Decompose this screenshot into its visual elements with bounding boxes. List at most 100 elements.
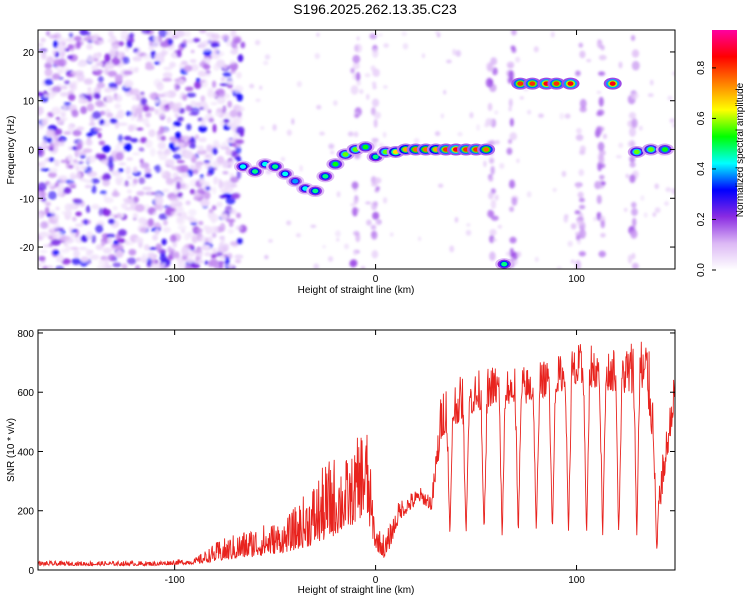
noise-speckle <box>114 175 125 183</box>
noise-speckle <box>124 200 135 205</box>
noise-speckle <box>63 187 72 194</box>
noise-speckle <box>142 117 150 126</box>
noise-speckle <box>593 216 597 222</box>
noise-speckle <box>494 140 500 145</box>
noise-speckle <box>132 178 138 185</box>
noise-speckle <box>75 211 82 217</box>
noise-speckle <box>163 219 168 226</box>
streak-blob <box>371 201 378 211</box>
streak-blob <box>352 54 361 64</box>
noise-speckle <box>151 265 160 269</box>
noise-speckle <box>174 82 181 92</box>
noise-speckle <box>39 231 49 238</box>
noise-speckle <box>193 81 203 90</box>
noise-speckle <box>199 199 210 207</box>
noise-speckle <box>226 263 234 268</box>
noise-speckle <box>632 94 636 100</box>
ridge-point <box>272 164 279 169</box>
ridge-point <box>609 81 616 86</box>
noise-speckle <box>235 139 245 145</box>
noise-speckle <box>94 40 99 45</box>
noise-speckle <box>157 141 167 150</box>
noise-speckle <box>61 258 71 265</box>
noise-speckle <box>54 181 60 188</box>
x-tick-label: 100 <box>568 575 585 586</box>
noise-speckle <box>327 256 334 262</box>
noise-speckle <box>638 125 643 131</box>
noise-speckle <box>382 131 387 138</box>
noise-speckle <box>55 206 60 211</box>
noise-speckle <box>107 237 113 245</box>
noise-speckle <box>69 174 78 180</box>
y-tick-label: 400 <box>17 447 34 458</box>
noise-speckle <box>171 200 177 205</box>
colorbar-ticks: 0.0 0.2 0.4 0.6 0.8 <box>696 61 716 277</box>
noise-speckle <box>117 168 124 173</box>
noise-speckle <box>102 247 112 254</box>
noise-speckle <box>212 48 220 55</box>
noise-speckle <box>556 265 562 269</box>
noise-speckle <box>126 175 133 180</box>
noise-speckle <box>176 116 184 122</box>
streak-blob <box>507 139 513 144</box>
noise-speckle <box>67 93 76 101</box>
noise-speckle <box>209 213 219 222</box>
noise-speckle <box>162 71 173 79</box>
noise-speckle <box>67 44 74 50</box>
noise-speckle <box>132 56 142 62</box>
streak-blob <box>631 208 638 216</box>
noise-speckle <box>86 31 91 37</box>
noise-speckle <box>67 164 74 169</box>
streak-blob <box>369 32 377 38</box>
noise-speckle <box>222 181 231 190</box>
streak-blob <box>490 215 499 221</box>
noise-speckle <box>51 91 58 97</box>
noise-speckle <box>333 100 338 106</box>
noise-speckle <box>148 106 155 112</box>
noise-speckle <box>105 62 110 71</box>
noise-speckle <box>221 34 230 41</box>
ridge-point <box>517 81 524 86</box>
noise-speckle <box>207 36 213 43</box>
streak-blob <box>490 165 495 176</box>
noise-speckle <box>75 165 80 172</box>
noise-speckle <box>172 121 182 127</box>
noise-speckle <box>313 263 320 269</box>
noise-speckle <box>100 159 108 164</box>
noise-speckle <box>483 160 487 168</box>
noise-speckle <box>86 155 96 164</box>
noise-speckle <box>114 94 123 103</box>
streak-blob <box>596 194 602 205</box>
noise-speckle <box>570 259 575 264</box>
noise-speckle <box>111 170 122 177</box>
streak-blob <box>598 71 606 76</box>
noise-speckle <box>79 30 88 36</box>
noise-speckle <box>446 59 452 64</box>
noise-speckle <box>222 170 229 175</box>
noise-speckle <box>212 186 217 195</box>
noise-speckle <box>649 79 654 86</box>
ridge-point <box>501 261 508 267</box>
noise-speckle <box>208 208 214 214</box>
noise-speckle <box>65 245 72 252</box>
y-tick-label: -10 <box>20 194 35 205</box>
noise-speckle <box>563 214 569 219</box>
noise-speckle <box>230 208 237 215</box>
noise-speckle <box>148 92 157 100</box>
streak-blob <box>506 147 513 155</box>
noise-speckle <box>236 170 241 179</box>
noise-speckle <box>72 216 77 222</box>
noise-speckle <box>335 230 341 238</box>
y-tick-label: 0 <box>28 146 34 157</box>
y-tick-label: 600 <box>17 388 34 399</box>
noise-speckle <box>336 238 340 242</box>
noise-speckle <box>534 256 539 263</box>
noise-speckle <box>201 48 212 52</box>
streak-blob <box>576 219 584 226</box>
noise-speckle <box>152 211 158 216</box>
noise-speckle <box>371 81 377 86</box>
noise-speckle <box>142 105 150 112</box>
noise-speckle <box>220 188 228 194</box>
streak-blob <box>597 141 605 152</box>
noise-speckle <box>238 130 245 137</box>
